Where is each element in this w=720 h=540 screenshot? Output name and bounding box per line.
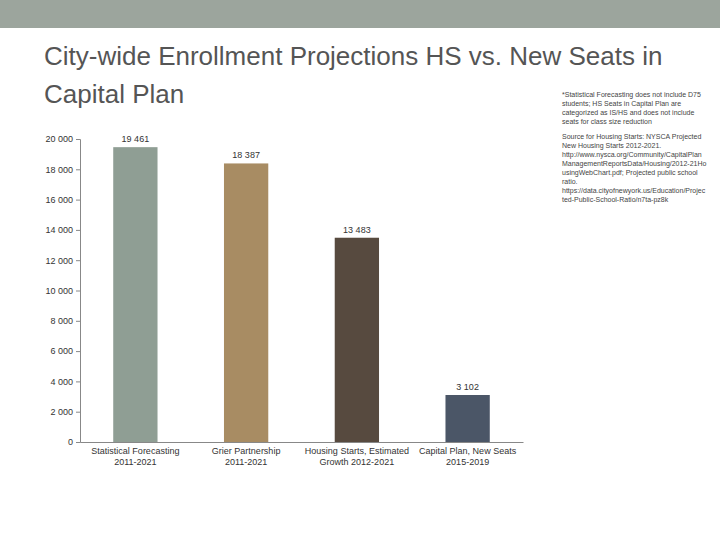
- data-label: 13 483: [343, 225, 371, 235]
- annotation: *Statistical Forecasting does not includ…: [562, 91, 701, 125]
- y-tick: 14 000: [45, 225, 80, 235]
- y-tick: 16 000: [45, 195, 80, 205]
- y-tick-label: 0: [68, 437, 73, 447]
- y-axis: 0 2 000 4 000 6 000 8 000 10 000 12 000 14 000 1…: [45, 134, 80, 447]
- y-tick-mark: [76, 381, 80, 382]
- y-tick-mark: [76, 321, 80, 322]
- data-labels: 19 461 18 387 13 483 3 102: [122, 134, 479, 392]
- data-label: 18 387: [232, 150, 260, 160]
- bars: [113, 147, 490, 442]
- y-tick-mark: [76, 200, 80, 201]
- y-tick-label: 4 000: [50, 377, 73, 387]
- y-tick-label: 6 000: [50, 346, 73, 356]
- y-tick: 18 000: [45, 165, 80, 175]
- x-tick: Housing Starts, EstimatedGrowth 2012-202…: [305, 442, 409, 467]
- y-tick: 20 000: [45, 134, 80, 144]
- y-tick-mark: [76, 442, 80, 443]
- y-tick: 2 000: [50, 407, 80, 417]
- y-tick-mark: [76, 351, 80, 352]
- y-tick-label: 8 000: [50, 316, 73, 326]
- x-tick-label: Statistical Forecasting2011-2021: [91, 446, 179, 467]
- x-tick: Capital Plan, New Seats2015-2019: [419, 442, 517, 467]
- x-tick-label: Grier Partnership2011-2021: [212, 446, 281, 467]
- data-label: 19 461: [122, 134, 150, 144]
- chart: City-wide Enrollment Projections HS vs. …: [0, 0, 720, 540]
- y-tick-mark: [76, 412, 80, 413]
- bar: [113, 147, 157, 442]
- y-tick: 10 000: [45, 286, 80, 296]
- bar: [445, 395, 489, 442]
- bar: [335, 238, 379, 442]
- y-tick-mark: [76, 139, 80, 140]
- y-tick-mark: [76, 169, 80, 170]
- y-tick-label: 10 000: [45, 286, 73, 296]
- data-label: 3 102: [456, 382, 479, 392]
- x-axis: Statistical Forecasting2011-2021 Grier Pa…: [81, 442, 524, 467]
- x-tick: Grier Partnership2011-2021: [212, 442, 281, 467]
- y-tick: 4 000: [50, 377, 80, 387]
- y-tick-mark: [76, 291, 80, 292]
- y-tick: 8 000: [50, 316, 80, 326]
- annotation: Source for Housing Starts: NYSCA Project…: [562, 133, 706, 204]
- y-tick-label: 2 000: [50, 407, 73, 417]
- y-tick-mark: [76, 260, 80, 261]
- x-tick-label: Capital Plan, New Seats2015-2019: [419, 446, 517, 467]
- y-tick-label: 14 000: [45, 225, 73, 235]
- y-tick-label: 18 000: [45, 165, 73, 175]
- y-axis-line: [76, 140, 81, 443]
- y-tick-label: 16 000: [45, 195, 73, 205]
- x-tick-label: Housing Starts, EstimatedGrowth 2012-202…: [305, 446, 409, 467]
- y-tick: 12 000: [45, 256, 80, 266]
- bar: [224, 163, 268, 442]
- y-tick-mark: [76, 230, 80, 231]
- y-tick-label: 20 000: [45, 134, 73, 144]
- title: City-wide Enrollment Projections HS vs. …: [44, 41, 662, 109]
- y-tick-label: 12 000: [45, 256, 73, 266]
- y-tick: 6 000: [50, 346, 80, 356]
- y-tick: 0: [68, 437, 80, 447]
- header-band: [0, 0, 720, 28]
- x-axis-line: [81, 442, 524, 443]
- x-tick: Statistical Forecasting2011-2021: [91, 442, 179, 467]
